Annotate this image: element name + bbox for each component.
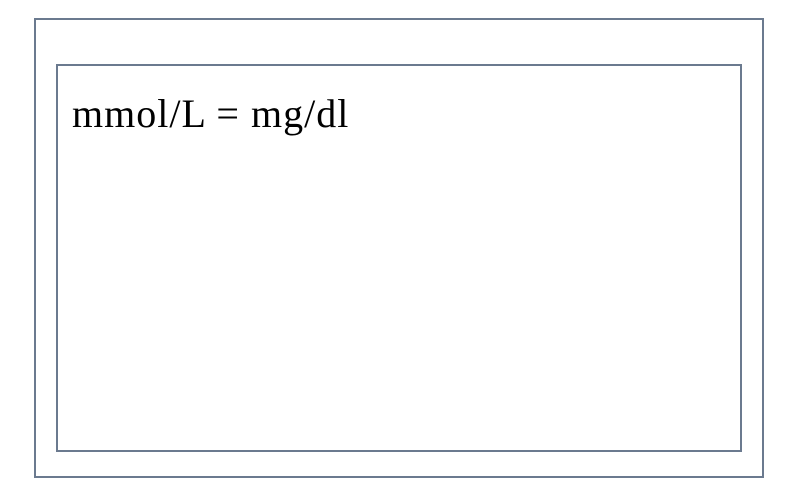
formula-text: mmol/L = mg/dl [72, 90, 349, 137]
